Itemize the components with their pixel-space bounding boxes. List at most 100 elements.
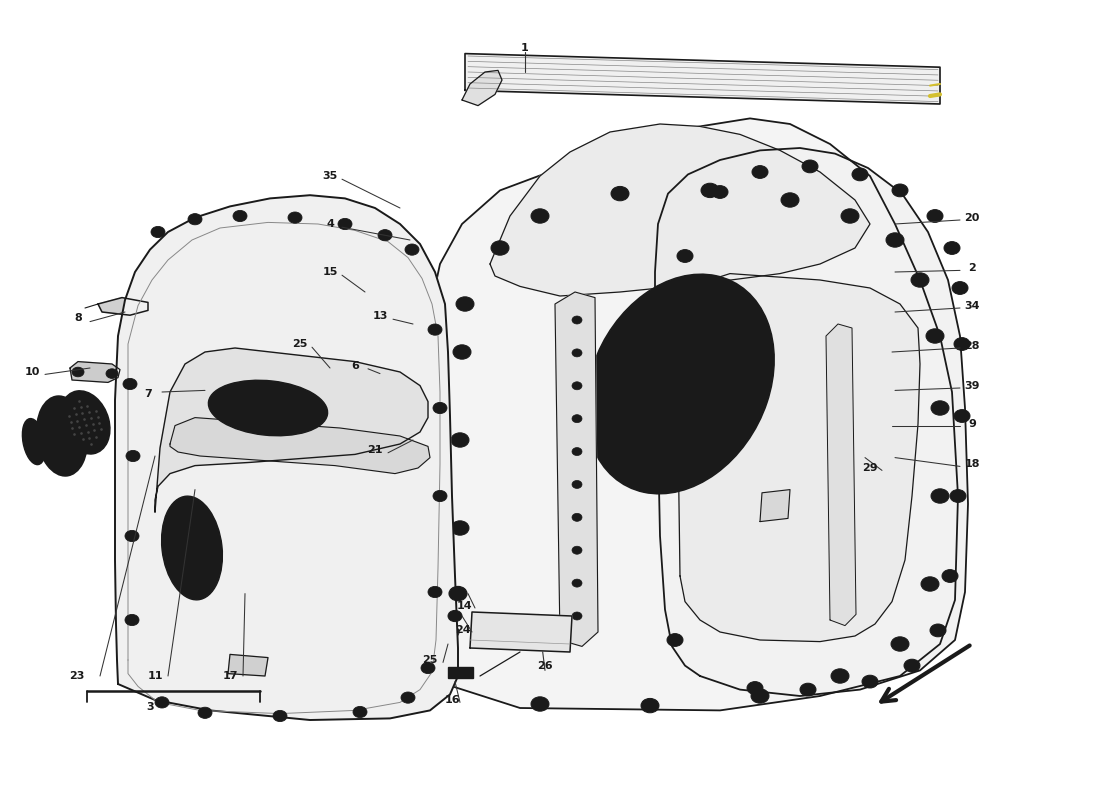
Circle shape — [781, 193, 799, 207]
Text: 2: 2 — [968, 263, 976, 273]
Text: 10: 10 — [24, 367, 40, 377]
Ellipse shape — [606, 298, 754, 470]
Text: 23: 23 — [69, 671, 85, 681]
Polygon shape — [490, 124, 870, 296]
Polygon shape — [760, 490, 790, 522]
Text: PARTS: PARTS — [702, 469, 899, 523]
Polygon shape — [654, 148, 968, 696]
Polygon shape — [470, 612, 572, 652]
Circle shape — [531, 697, 549, 711]
Ellipse shape — [169, 508, 214, 588]
Text: 6: 6 — [351, 361, 359, 370]
Circle shape — [931, 401, 949, 415]
Circle shape — [942, 570, 958, 582]
Polygon shape — [418, 118, 958, 710]
Circle shape — [428, 324, 442, 335]
Text: 28: 28 — [965, 341, 980, 350]
Circle shape — [752, 166, 768, 178]
Text: 7: 7 — [144, 390, 152, 399]
Circle shape — [747, 682, 763, 694]
Circle shape — [273, 710, 287, 722]
Circle shape — [891, 637, 909, 651]
Circle shape — [572, 414, 582, 422]
Circle shape — [428, 586, 442, 598]
Circle shape — [233, 210, 248, 222]
Text: 17: 17 — [222, 671, 238, 681]
Ellipse shape — [586, 274, 774, 494]
Text: 14: 14 — [458, 601, 473, 610]
Text: 15: 15 — [322, 267, 338, 277]
Ellipse shape — [60, 391, 110, 454]
Circle shape — [751, 689, 769, 703]
Circle shape — [72, 367, 84, 377]
Ellipse shape — [43, 406, 81, 466]
Circle shape — [921, 577, 939, 591]
Circle shape — [151, 226, 165, 238]
Circle shape — [451, 433, 469, 447]
Text: 13: 13 — [372, 311, 387, 321]
Circle shape — [491, 241, 509, 255]
Circle shape — [610, 186, 629, 201]
Circle shape — [448, 610, 462, 622]
Text: 18: 18 — [965, 459, 980, 469]
Circle shape — [911, 273, 930, 287]
Text: 20: 20 — [965, 213, 980, 222]
Circle shape — [123, 378, 138, 390]
Circle shape — [572, 349, 582, 357]
Circle shape — [453, 345, 471, 359]
Circle shape — [288, 212, 302, 223]
Circle shape — [353, 706, 367, 718]
Text: 24: 24 — [455, 625, 471, 634]
Circle shape — [378, 230, 392, 241]
Polygon shape — [70, 362, 120, 382]
Circle shape — [198, 707, 212, 718]
Circle shape — [926, 329, 944, 343]
Text: 34: 34 — [965, 301, 980, 310]
Circle shape — [930, 624, 946, 637]
Circle shape — [155, 697, 169, 708]
Circle shape — [405, 244, 419, 255]
Circle shape — [402, 692, 415, 703]
Circle shape — [954, 410, 970, 422]
Polygon shape — [228, 654, 268, 676]
Circle shape — [862, 675, 878, 688]
Circle shape — [106, 369, 118, 378]
Circle shape — [931, 489, 949, 503]
Circle shape — [712, 186, 728, 198]
Text: 8: 8 — [74, 314, 81, 323]
Polygon shape — [462, 70, 502, 106]
Circle shape — [451, 521, 469, 535]
Text: 26: 26 — [537, 662, 553, 671]
Text: 39: 39 — [965, 381, 980, 390]
Text: 11: 11 — [147, 671, 163, 681]
Circle shape — [125, 530, 139, 542]
Circle shape — [421, 662, 434, 674]
Text: 9: 9 — [968, 419, 976, 429]
Circle shape — [441, 625, 459, 639]
Circle shape — [449, 586, 468, 601]
Text: 24: 24 — [509, 322, 732, 478]
Circle shape — [852, 168, 868, 181]
Circle shape — [830, 669, 849, 683]
Text: 29: 29 — [862, 463, 878, 473]
Ellipse shape — [162, 496, 222, 600]
Bar — [448, 667, 473, 678]
Circle shape — [125, 614, 139, 626]
Circle shape — [433, 402, 447, 414]
Polygon shape — [98, 298, 148, 315]
Circle shape — [338, 218, 352, 230]
Polygon shape — [465, 54, 940, 104]
Circle shape — [188, 214, 202, 225]
Text: 25: 25 — [422, 655, 438, 665]
Circle shape — [886, 233, 904, 247]
Circle shape — [456, 297, 474, 311]
Polygon shape — [678, 274, 920, 642]
Circle shape — [927, 210, 943, 222]
Text: 16: 16 — [446, 695, 461, 705]
Polygon shape — [826, 324, 856, 626]
Circle shape — [904, 659, 920, 672]
Ellipse shape — [22, 418, 45, 465]
Polygon shape — [556, 292, 598, 646]
Text: a passion
for cars: a passion for cars — [477, 533, 623, 595]
Circle shape — [531, 209, 549, 223]
